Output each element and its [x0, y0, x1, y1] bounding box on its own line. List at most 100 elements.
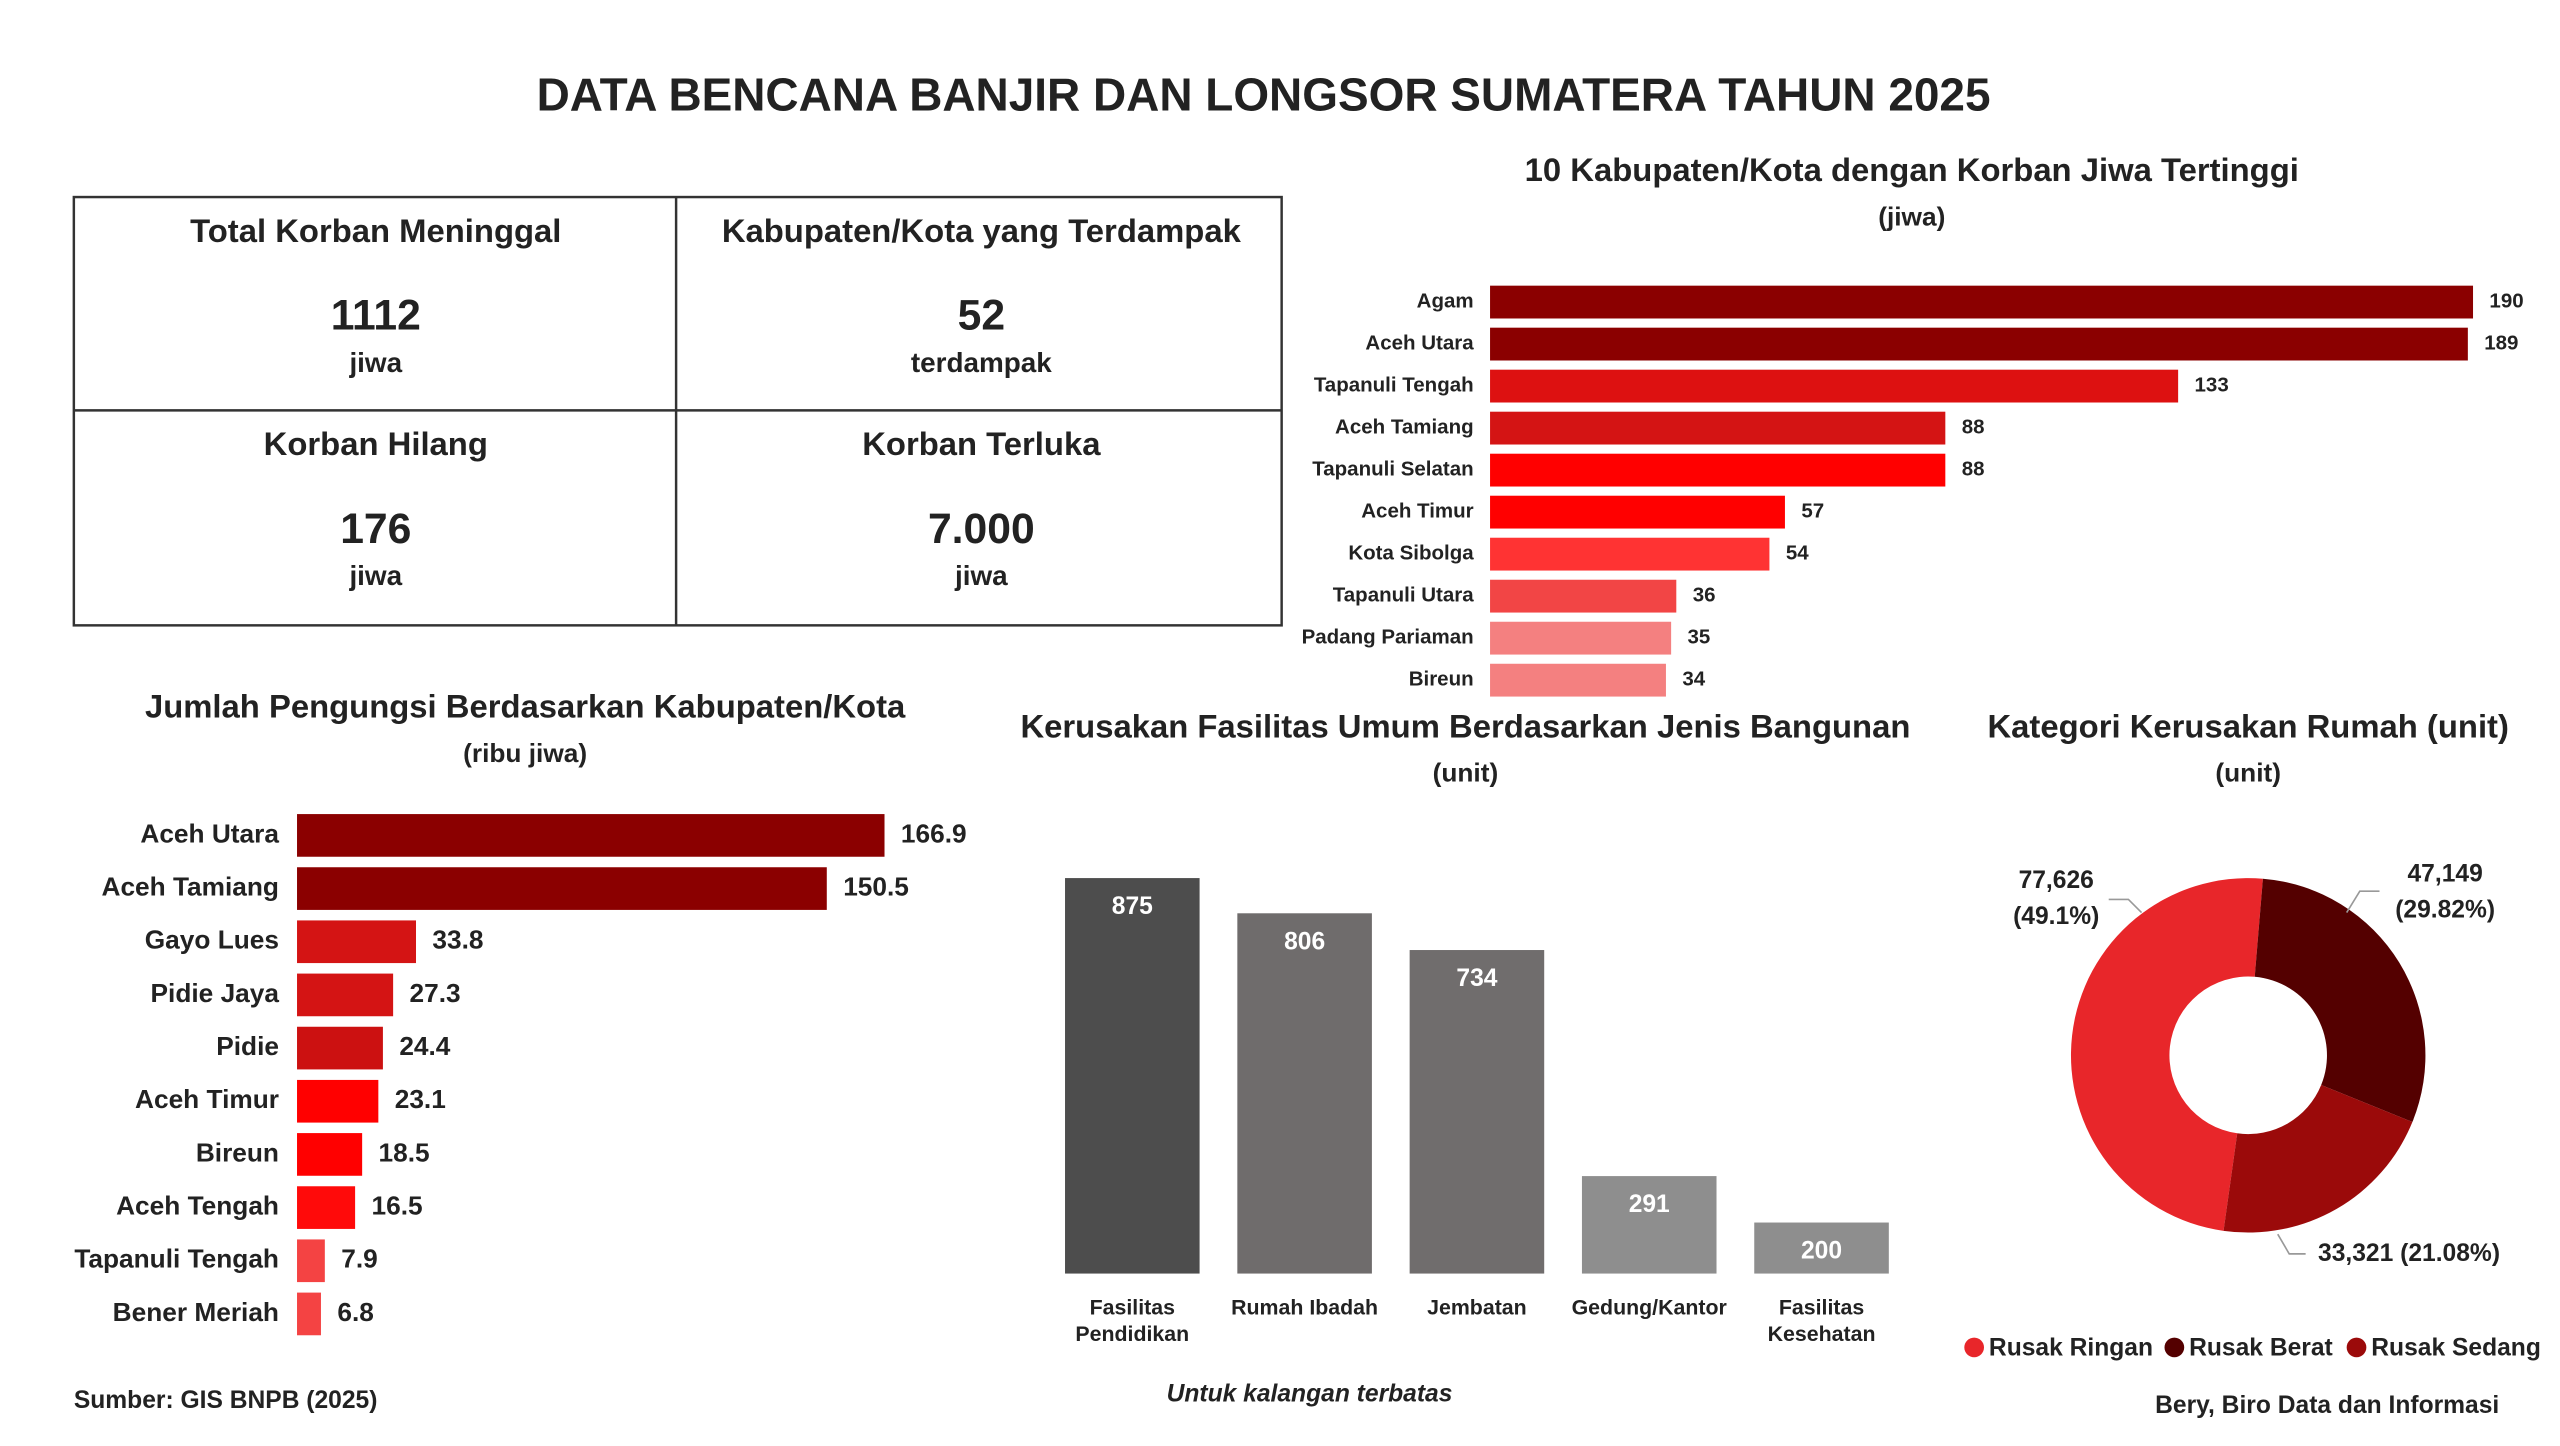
value-label: 54	[1786, 542, 1809, 565]
category-label: Fasilitas Pendidikan	[1075, 1294, 1190, 1346]
bar	[297, 920, 417, 964]
leader-line	[2277, 1233, 2306, 1255]
leader-line	[2108, 898, 2143, 914]
bar	[297, 814, 885, 857]
value-label: 875	[1112, 893, 1153, 920]
value-label: 77,626	[2019, 867, 2094, 894]
value-label: 7.9	[341, 1244, 378, 1274]
category-label: Aceh Timur	[1361, 500, 1473, 523]
category-label: Aceh Tamiang	[1335, 416, 1474, 439]
category-label: Gedung/Kantor	[1571, 1294, 1727, 1320]
bar	[1490, 327, 2468, 361]
bar	[297, 1292, 321, 1336]
value-label: 200	[1801, 1238, 1842, 1265]
category-label: Tapanuli Selatan	[1312, 458, 1473, 481]
category-label-box: Fasilitas Kesehatan	[1768, 1295, 1876, 1346]
bar	[1409, 950, 1545, 1274]
bar	[297, 1186, 356, 1229]
value-label: 6.8	[337, 1297, 374, 1327]
legend-swatch	[2346, 1337, 2367, 1358]
bar	[1490, 369, 2179, 403]
value-label: 23.1	[395, 1084, 446, 1114]
category-label: Aceh Tengah	[116, 1191, 279, 1221]
value-label: 24.4	[399, 1031, 450, 1061]
main-title: DATA BENCANA BANJIR DAN LONGSOR SUMATERA…	[537, 69, 1991, 121]
value-label: 57	[1801, 500, 1824, 523]
stat-title: Total Korban Meninggal	[190, 212, 561, 249]
value-label: 34	[1682, 668, 1705, 691]
percent-label: (21.08%)	[2400, 1239, 2500, 1266]
stat-title: Korban Terluka	[862, 425, 1101, 462]
bar	[297, 1133, 363, 1176]
stat-unit: jiwa	[348, 347, 402, 378]
value-label: 16.5	[372, 1191, 423, 1221]
chart-title: Kerusakan Fasilitas Umum Berdasarkan Jen…	[1020, 707, 1910, 744]
chart-title: Jumlah Pengungsi Berdasarkan Kabupaten/K…	[145, 688, 906, 725]
value-label: 35	[1688, 626, 1711, 649]
bar	[297, 973, 394, 1017]
value-label: 806	[1284, 928, 1325, 955]
category-label: Kota Sibolga	[1348, 542, 1474, 565]
chart-subtitle: (ribu jiwa)	[463, 738, 587, 768]
bar	[1754, 1222, 1889, 1274]
source: Sumber: GIS BNPB (2025)	[74, 1387, 378, 1414]
stat-title: Korban Hilang	[264, 425, 488, 462]
donut-slice	[2070, 878, 2263, 1231]
note: Untuk kalangan terbatas	[1167, 1381, 1453, 1408]
category-label: Jembatan	[1427, 1294, 1527, 1320]
bar	[1490, 537, 1770, 571]
stat-value: 52	[958, 292, 1005, 340]
stat-value: 176	[340, 505, 411, 553]
category-label: Aceh Utara	[140, 818, 279, 848]
bar	[297, 1026, 383, 1070]
stat-title: Kabupaten/Kota yang Terdampak	[722, 212, 1242, 249]
stat-value: 1112	[331, 292, 421, 340]
category-label: Padang Pariaman	[1302, 626, 1474, 649]
value-label: 27.3	[410, 978, 461, 1008]
credit: Bery, Biro Data dan Informasi	[2155, 1392, 2499, 1419]
category-label: Bireun	[196, 1137, 279, 1167]
value-label: 47,149	[2407, 860, 2482, 887]
donut-slice	[2254, 878, 2426, 1123]
chart-title: Kategori Kerusakan Rumah (unit)	[1987, 707, 2508, 744]
value-label: 88	[1962, 458, 1985, 481]
bar	[297, 867, 827, 910]
bar	[297, 1079, 379, 1123]
legend-swatch	[2164, 1337, 2185, 1358]
leader-line	[2345, 890, 2380, 913]
percent-label: (49.1%)	[2013, 903, 2099, 930]
data-label: 33,321 (21.08%)	[2318, 1239, 2500, 1266]
category-label: Bener Meriah	[113, 1297, 279, 1327]
stats-table	[72, 195, 1283, 627]
value-label: 189	[2484, 332, 2518, 355]
category-label: Aceh Tamiang	[101, 872, 278, 902]
bar	[1490, 285, 2474, 319]
stat-unit: jiwa	[954, 560, 1008, 591]
percent-label: (29.82%)	[2395, 896, 2495, 923]
bar	[1065, 878, 1200, 1274]
category-label: Aceh Timur	[135, 1084, 279, 1114]
legend-label: Rusak Ringan	[1989, 1335, 2153, 1362]
bar	[297, 1239, 325, 1283]
chart-subtitle: (jiwa)	[1878, 201, 1945, 231]
category-label-box: Fasilitas Pendidikan	[1075, 1294, 1190, 1346]
stat-unit: jiwa	[348, 560, 402, 591]
value-label: 166.9	[901, 818, 967, 848]
category-label: Agam	[1417, 289, 1474, 312]
bar	[1490, 621, 1672, 655]
value-label: 734	[1456, 965, 1497, 992]
legend-swatch	[1964, 1337, 1984, 1358]
bar	[1581, 1176, 1717, 1274]
category-label: Pidie	[216, 1031, 279, 1061]
category-label: Bireun	[1409, 668, 1474, 691]
category-label-box: Rumah Ibadah	[1231, 1294, 1379, 1320]
value-label: 150.5	[843, 872, 909, 902]
category-label: Rumah Ibadah	[1231, 1294, 1379, 1320]
category-label-box: Gedung/Kantor	[1571, 1294, 1727, 1320]
category-label: Aceh Utara	[1365, 332, 1474, 355]
value-label: 36	[1693, 584, 1716, 607]
bar	[1490, 579, 1677, 613]
category-label: Tapanuli Tengah	[74, 1244, 279, 1274]
value-label: 33.8	[432, 925, 483, 955]
